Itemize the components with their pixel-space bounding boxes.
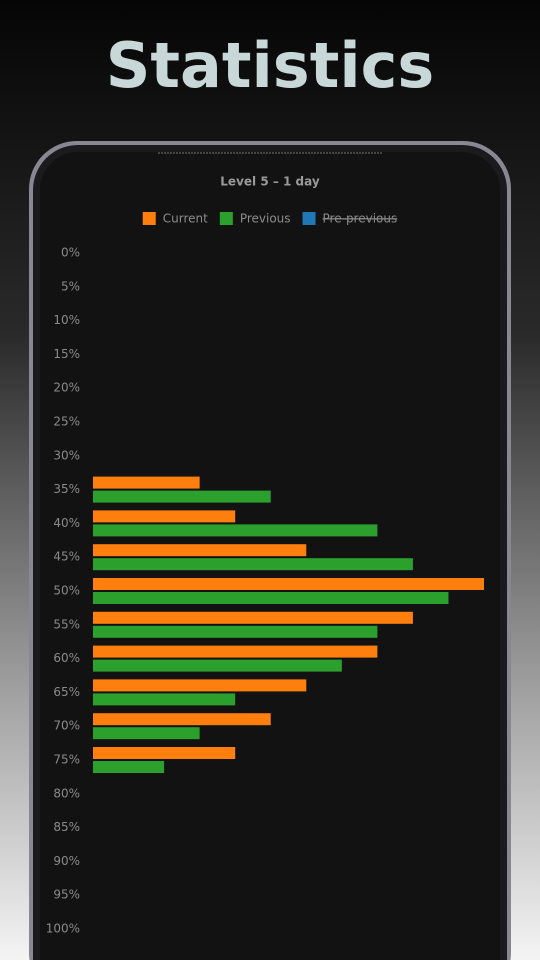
plot: 0% 5% 10% 15% 20% 25% 30% 35% 40% 45% 50% 55% 60% 65%… bbox=[46, 246, 484, 936]
bar bbox=[93, 659, 342, 672]
y-tick-label: 70% bbox=[53, 719, 80, 733]
bar bbox=[93, 524, 378, 537]
y-tick-label: 35% bbox=[53, 482, 80, 496]
legend-label: Previous bbox=[240, 212, 291, 226]
y-tick-label: 5% bbox=[61, 279, 80, 293]
legend: Current Previous Pre-previous bbox=[142, 212, 398, 226]
y-tick-label: 0% bbox=[61, 246, 80, 260]
legend-item[interactable]: Pre-previous bbox=[302, 212, 398, 226]
bar bbox=[93, 578, 484, 590]
y-tick-label: 20% bbox=[53, 381, 80, 395]
y-tick-label: 65% bbox=[53, 685, 80, 699]
bar bbox=[93, 611, 413, 624]
y-tick-label: 50% bbox=[53, 584, 80, 598]
bar bbox=[93, 645, 378, 658]
y-tick-label: 40% bbox=[53, 516, 80, 530]
y-tick-label: 95% bbox=[53, 888, 80, 902]
y-tick-label: 60% bbox=[53, 651, 80, 665]
bar bbox=[93, 510, 236, 523]
bar bbox=[93, 625, 378, 638]
chart-title: Level 5 – 1 day bbox=[220, 175, 320, 189]
bar bbox=[93, 476, 200, 489]
y-tick-label: 100% bbox=[46, 922, 80, 936]
bar bbox=[93, 761, 165, 773]
y-tick-label: 15% bbox=[53, 347, 80, 361]
bar bbox=[93, 747, 236, 759]
y-tick-label: 80% bbox=[53, 786, 80, 800]
headline: Statistics bbox=[106, 29, 434, 102]
bar bbox=[93, 592, 449, 604]
bar bbox=[93, 727, 200, 740]
y-tick-label: 85% bbox=[53, 820, 80, 834]
legend-item[interactable]: Previous bbox=[219, 212, 291, 226]
y-tick-label: 75% bbox=[53, 753, 80, 767]
legend-item[interactable]: Current bbox=[142, 212, 208, 226]
y-tick-label: 10% bbox=[53, 313, 80, 327]
y-tick-label: 45% bbox=[53, 550, 80, 564]
bar bbox=[93, 693, 236, 706]
legend-swatch bbox=[142, 212, 156, 225]
y-tick-label: 55% bbox=[53, 617, 80, 631]
bar bbox=[93, 713, 271, 726]
bar bbox=[93, 490, 271, 503]
bar bbox=[93, 544, 307, 557]
legend-label: Pre-previous bbox=[323, 212, 398, 226]
y-tick-label: 30% bbox=[53, 448, 80, 462]
y-tick-label: 90% bbox=[53, 854, 80, 868]
bar bbox=[93, 679, 307, 692]
legend-swatch bbox=[219, 212, 233, 225]
legend-swatch bbox=[302, 212, 316, 225]
y-tick-label: 25% bbox=[53, 415, 80, 429]
bar bbox=[93, 558, 413, 571]
legend-label: Current bbox=[163, 212, 208, 226]
